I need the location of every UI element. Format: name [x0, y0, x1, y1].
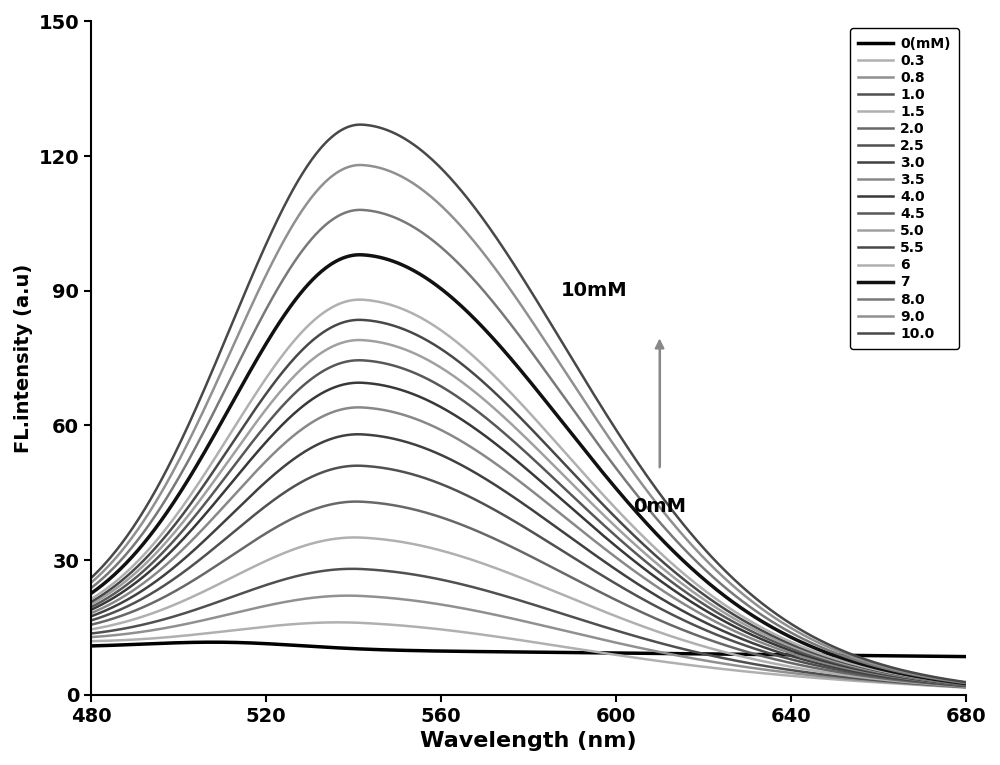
Text: 10mM: 10mM [561, 281, 627, 300]
Text: 0mM: 0mM [633, 497, 686, 516]
X-axis label: Wavelength (nm): Wavelength (nm) [420, 731, 637, 751]
Y-axis label: FL.intensity (a.u): FL.intensity (a.u) [14, 263, 33, 453]
Legend: 0(mM), 0.3, 0.8, 1.0, 1.5, 2.0, 2.5, 3.0, 3.5, 4.0, 4.5, 5.0, 5.5, 6, 7, 8.0, 9.: 0(mM), 0.3, 0.8, 1.0, 1.5, 2.0, 2.5, 3.0… [850, 28, 959, 349]
